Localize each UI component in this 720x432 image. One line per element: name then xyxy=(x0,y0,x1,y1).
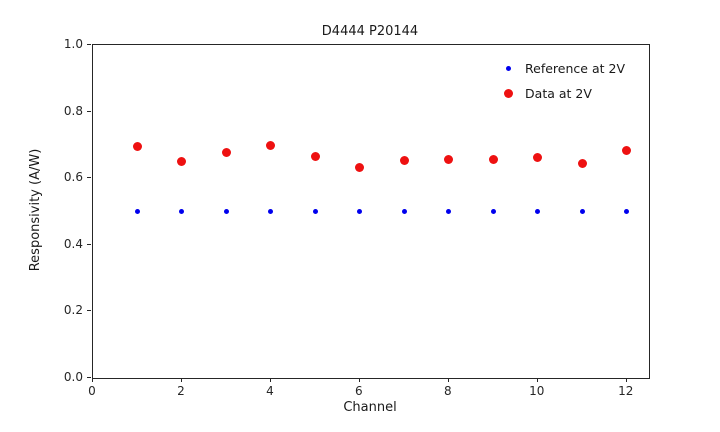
x-tick-label: 2 xyxy=(177,384,185,398)
x-tick-label: 0 xyxy=(88,384,96,398)
x-tick-mark xyxy=(269,378,271,382)
y-tick-label: 0.6 xyxy=(63,170,83,185)
data-point-reference xyxy=(134,209,140,214)
data-point-reference xyxy=(579,209,585,214)
data-point-reference xyxy=(446,209,452,214)
x-tick-label: 12 xyxy=(618,384,634,398)
x-tick-label: 8 xyxy=(444,384,452,398)
data-point-reference xyxy=(357,209,363,214)
legend-label-reference: Reference at 2V xyxy=(525,61,625,76)
x-tick-label: 6 xyxy=(355,384,363,398)
data-point-reference xyxy=(179,209,185,214)
data-point-reference xyxy=(223,209,229,214)
data-point-data xyxy=(177,157,187,167)
legend: Reference at 2V Data at 2V xyxy=(497,57,631,105)
y-tick-mark xyxy=(87,310,91,312)
data-point-reference xyxy=(401,209,407,214)
y-tick-label: 0.4 xyxy=(63,236,83,251)
data-point-data xyxy=(355,162,365,172)
data-point-data xyxy=(132,142,142,152)
data-point-data xyxy=(266,141,276,151)
data-point-data xyxy=(577,159,587,169)
x-tick-mark xyxy=(447,378,449,382)
legend-entry-data: Data at 2V xyxy=(503,86,625,101)
x-tick-mark xyxy=(180,378,182,382)
x-tick-label: 10 xyxy=(529,384,545,398)
x-tick-label: 4 xyxy=(266,384,274,398)
data-point-data xyxy=(488,155,498,165)
y-axis-label: Responsivity (A/W) xyxy=(28,148,43,272)
data-point-reference xyxy=(624,209,630,214)
x-tick-mark xyxy=(358,378,360,382)
data-point-data xyxy=(622,146,632,156)
data-point-reference xyxy=(490,209,496,214)
legend-entry-reference: Reference at 2V xyxy=(503,61,625,76)
y-tick-label: 1.0 xyxy=(63,37,83,51)
data-point-data xyxy=(444,155,454,165)
data-point-data xyxy=(533,153,543,163)
data-point-data xyxy=(310,152,320,162)
data-point-data xyxy=(221,147,231,157)
y-tick-label: 0.2 xyxy=(63,303,83,318)
data-point-reference xyxy=(312,209,318,214)
x-tick-mark xyxy=(625,378,627,382)
data-point-data xyxy=(399,156,409,166)
y-tick-label: 0.0 xyxy=(63,370,83,384)
data-point-reference xyxy=(535,209,541,214)
y-tick-mark xyxy=(87,177,91,179)
y-tick-label: 0.8 xyxy=(63,103,83,118)
y-tick-mark xyxy=(87,243,91,245)
y-tick-mark xyxy=(87,110,91,112)
legend-label-data: Data at 2V xyxy=(525,86,592,101)
data-point-reference xyxy=(268,209,274,214)
x-tick-mark xyxy=(536,378,538,382)
x-tick-mark xyxy=(92,378,93,382)
legend-marker-data-icon xyxy=(503,89,513,98)
y-tick-mark xyxy=(87,377,91,378)
chart-title: D4444 P20144 xyxy=(321,24,419,39)
legend-marker-reference-icon xyxy=(505,66,511,71)
y-tick-mark xyxy=(87,44,91,45)
plot-area: Reference at 2V Data at 2V xyxy=(92,44,650,379)
x-axis-label: Channel xyxy=(343,400,397,415)
